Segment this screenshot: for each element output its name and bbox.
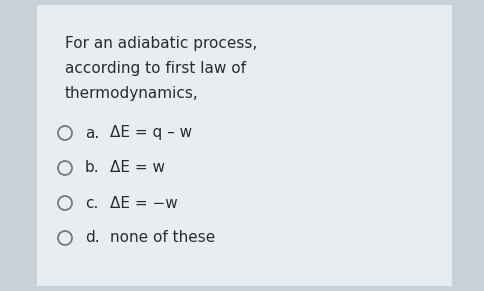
- Text: none of these: none of these: [110, 230, 215, 246]
- Text: according to first law of: according to first law of: [65, 61, 245, 76]
- Text: c.: c.: [85, 196, 98, 210]
- Text: ΔE = −w: ΔE = −w: [110, 196, 177, 210]
- Bar: [37, 5, 451, 286]
- Text: ΔE = w: ΔE = w: [110, 161, 165, 175]
- Text: ΔE = q – w: ΔE = q – w: [110, 125, 192, 141]
- Text: a.: a.: [85, 125, 99, 141]
- Text: For an adiabatic process,: For an adiabatic process,: [65, 36, 257, 51]
- Text: thermodynamics,: thermodynamics,: [65, 86, 198, 101]
- Text: b.: b.: [85, 161, 99, 175]
- Text: d.: d.: [85, 230, 99, 246]
